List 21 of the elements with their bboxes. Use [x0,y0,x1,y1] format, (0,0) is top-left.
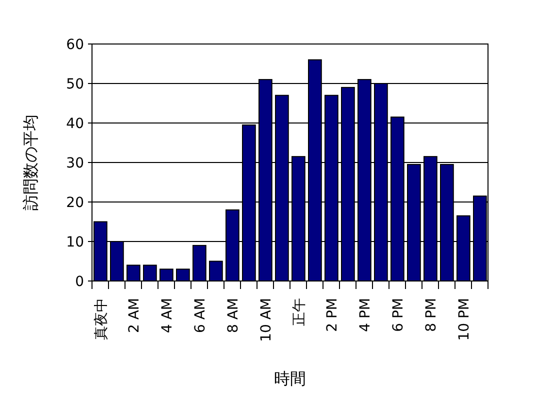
x-tick-label: 8 AM [225,298,242,334]
y-axis-title: 訪問数の平均 [21,114,40,210]
x-tick-label: 2 PM [324,298,340,332]
y-tick-label: 50 [66,76,84,92]
x-tick-label: 10 PM [456,298,472,341]
y-tick-label: 60 [66,37,84,53]
x-tick-label: 正午 [291,298,308,326]
x-axis-title: 時間 [274,369,306,388]
x-tick-label: 4 PM [357,298,374,332]
y-tick-label: 30 [66,156,84,172]
x-tick-label: 真夜中 [93,298,110,340]
x-tick-label: 4 AM [159,298,176,334]
y-tick-label: 20 [66,195,84,211]
y-tick-label: 40 [66,116,84,132]
x-tick-label: 2 AM [126,298,142,334]
y-tick-label: 0 [75,274,84,290]
x-tick-label: 6 PM [390,298,406,332]
x-tick-label: 6 AM [192,298,208,334]
x-tick-label: 8 PM [423,298,440,332]
y-tick-label: 10 [66,234,84,250]
x-tick-label: 10 AM [258,298,274,342]
